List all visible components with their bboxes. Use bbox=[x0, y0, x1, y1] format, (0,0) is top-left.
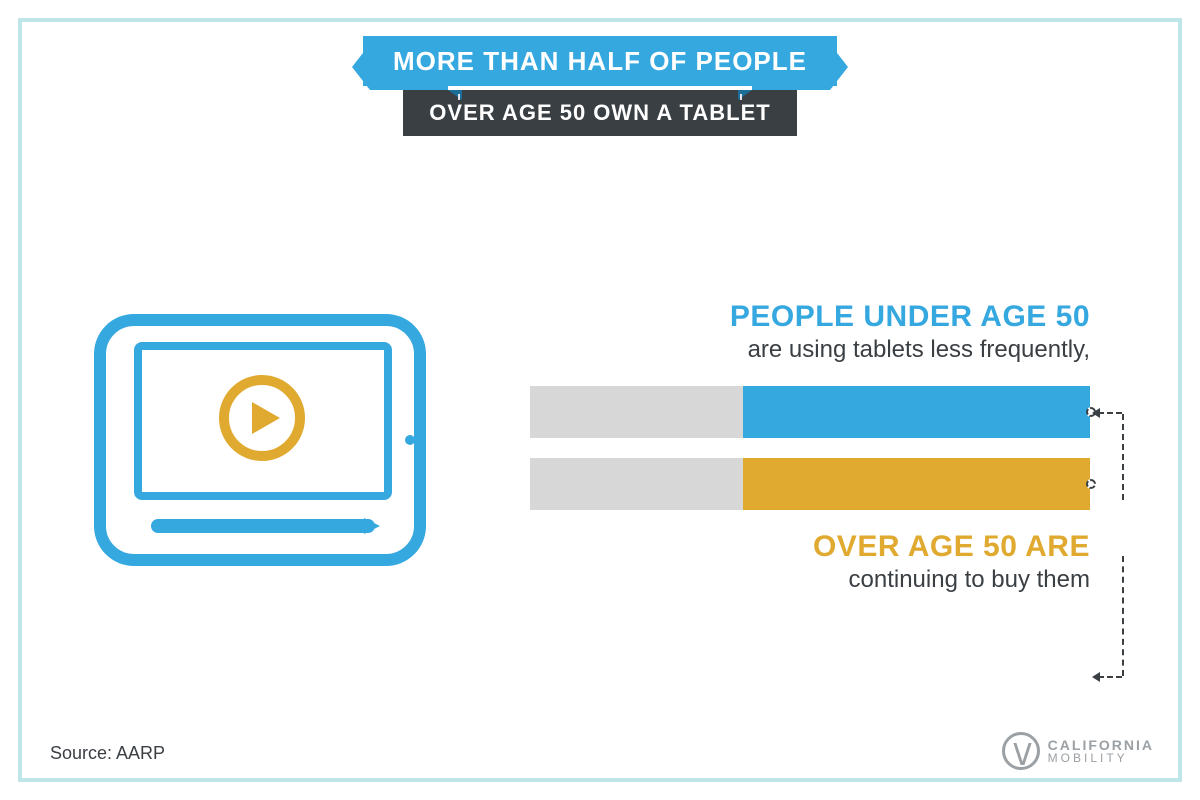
arrowhead-icon bbox=[1092, 408, 1100, 418]
arrowhead-icon bbox=[1092, 672, 1100, 682]
brand-logo-line2: MOBILITY bbox=[1048, 752, 1154, 764]
bar-1-fill bbox=[743, 458, 1090, 510]
header-title: MORE THAN HALF OF PEOPLE bbox=[363, 36, 837, 86]
connector-bottom bbox=[1094, 556, 1124, 676]
bar-0 bbox=[530, 386, 1090, 438]
brand-logo: CALIFORNIA MOBILITY bbox=[1002, 732, 1154, 770]
brand-logo-mark-icon bbox=[1002, 732, 1040, 770]
series-1-heading: OVER AGE 50 ARE bbox=[530, 530, 1090, 564]
series-0-subline: are using tablets less frequently, bbox=[530, 336, 1090, 364]
series-1-subline: continuing to buy them bbox=[530, 566, 1090, 594]
tablet-icon bbox=[80, 300, 440, 590]
brand-logo-line1: CALIFORNIA bbox=[1048, 738, 1154, 752]
series-0-label: PEOPLE UNDER AGE 50 are using tablets le… bbox=[530, 300, 1110, 364]
header-banner: MORE THAN HALF OF PEOPLE OVER AGE 50 OWN… bbox=[240, 36, 960, 136]
series-1-label: OVER AGE 50 ARE continuing to buy them bbox=[530, 530, 1110, 594]
source-label: Source: AARP bbox=[50, 743, 165, 764]
bar-1 bbox=[530, 458, 1090, 510]
series-0-heading: PEOPLE UNDER AGE 50 bbox=[530, 300, 1090, 334]
bar-group bbox=[530, 386, 1110, 510]
brand-logo-text: CALIFORNIA MOBILITY bbox=[1048, 738, 1154, 764]
bar-0-fill bbox=[743, 386, 1090, 438]
connector-top bbox=[1094, 414, 1124, 500]
stats-block: PEOPLE UNDER AGE 50 are using tablets le… bbox=[530, 300, 1110, 594]
